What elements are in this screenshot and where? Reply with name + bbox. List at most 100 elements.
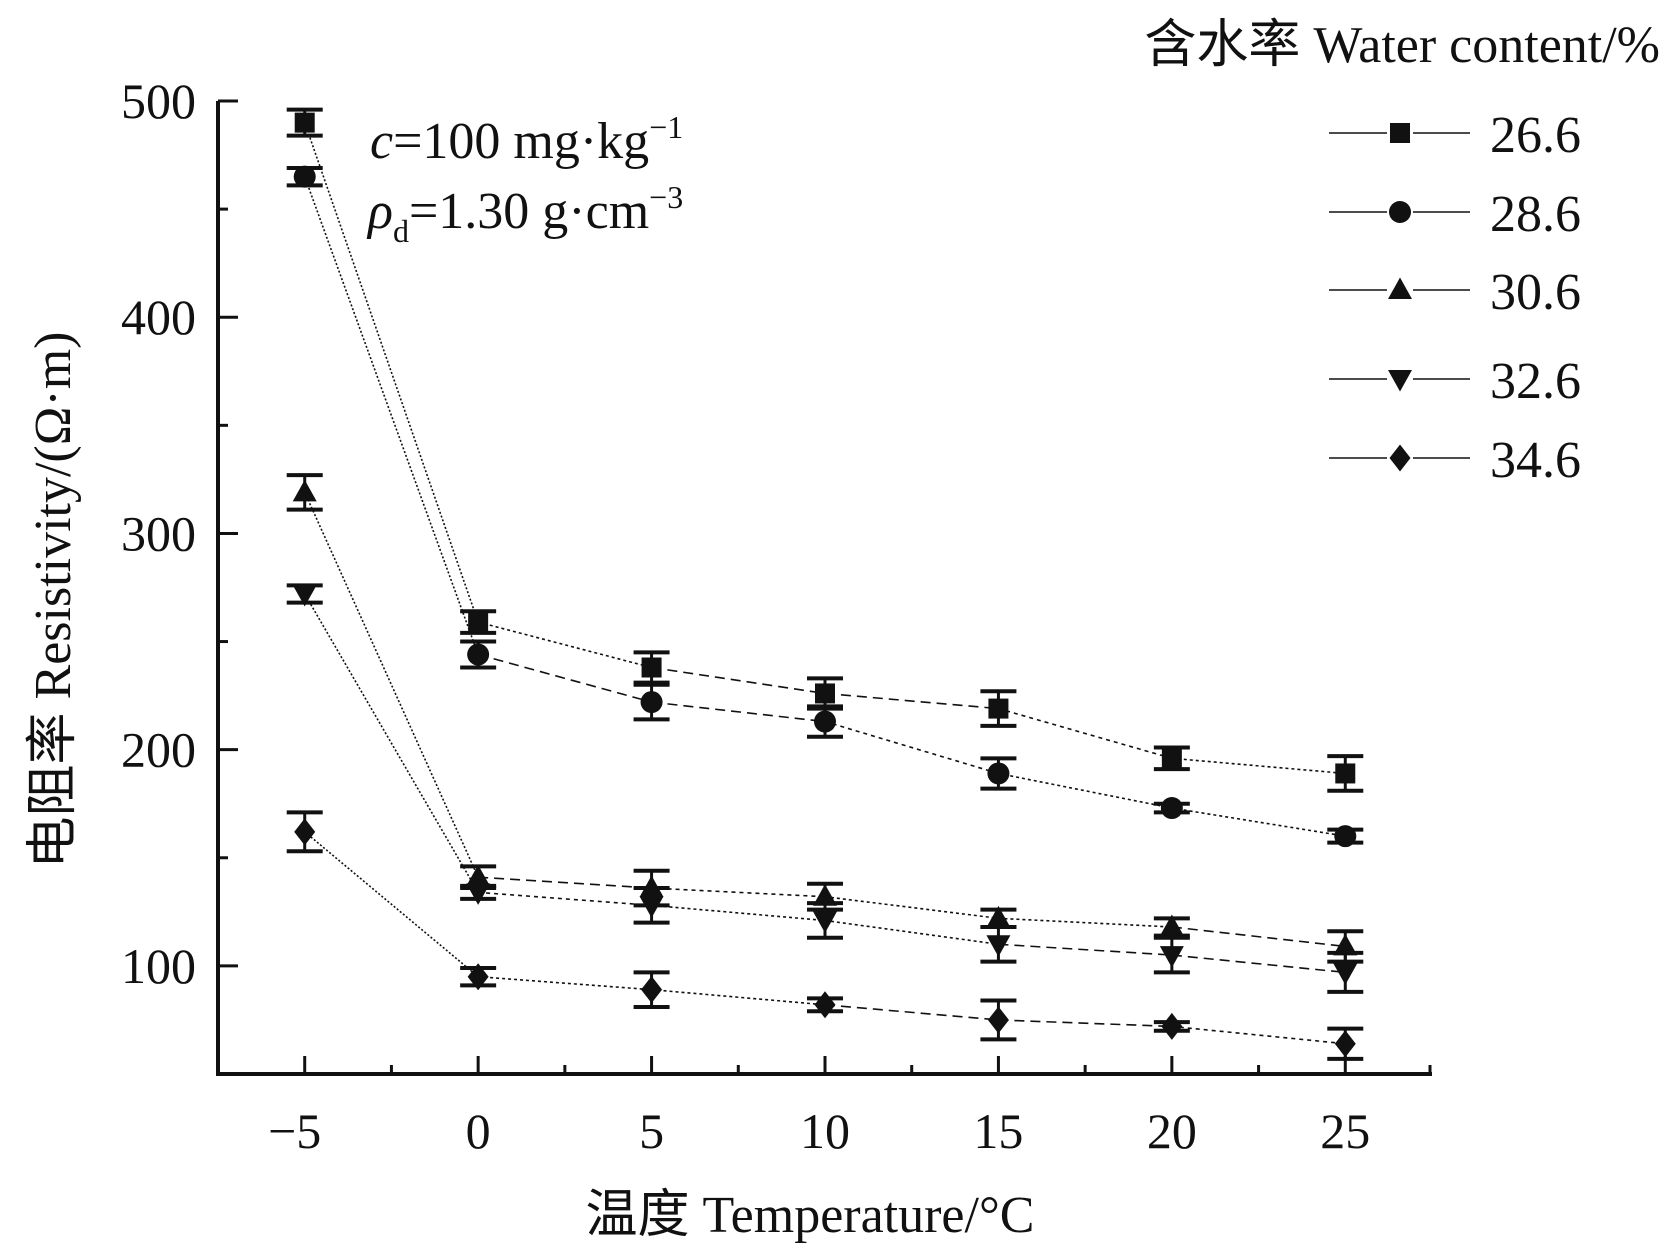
- y-tick-label: 400: [121, 289, 196, 345]
- legend: 26.6 28.6 30.6 32.6 34.6: [1329, 107, 1581, 489]
- legend-label: 28.6: [1490, 186, 1581, 243]
- data-point-triangle-up: [1333, 933, 1358, 956]
- series-line-segment: [824, 692, 999, 710]
- x-tick-label: 10: [800, 1103, 850, 1159]
- series-line-segment: [303, 122, 479, 623]
- series-line-segment: [998, 1019, 1172, 1028]
- data-point-circle: [293, 165, 316, 188]
- series-line-segment: [824, 919, 999, 946]
- annotation-sup-1: −1: [649, 109, 683, 145]
- series-line-segment: [1171, 757, 1346, 775]
- annotation-line-1: c=100 mg·kg−1: [370, 109, 683, 170]
- data-point-circle: [987, 762, 1010, 785]
- data-point-triangle-down: [1159, 946, 1184, 968]
- series-32.6: [286, 583, 1364, 994]
- x-axis-label: 温度 Temperature/°C: [586, 1187, 1035, 1244]
- data-point-square: [1335, 763, 1356, 784]
- data-point-triangle-up: [292, 479, 317, 502]
- x-tick-label: 5: [639, 1103, 664, 1159]
- data-point-square: [294, 112, 315, 133]
- legend-item: 32.6: [1329, 353, 1581, 410]
- data-point-circle: [1160, 797, 1183, 820]
- x-tick-label: −5: [268, 1103, 321, 1159]
- series-line-segment: [477, 621, 652, 669]
- data-point-square: [815, 683, 835, 704]
- data-point-triangle-up: [813, 884, 837, 906]
- annotation-line-2: ρd=1.30 g·cm−3: [366, 179, 683, 249]
- data-point-triangle-down: [639, 896, 664, 918]
- legend-marker-diamond: [1389, 444, 1411, 472]
- data-point-triangle-down: [292, 584, 317, 607]
- series-line-segment: [824, 895, 999, 920]
- series-line-segment: [651, 904, 826, 922]
- legend-marker-square: [1390, 123, 1410, 143]
- series-lines: [303, 122, 1346, 1045]
- y-axis-label: 电阻率 Resistivity/(Ω·m): [25, 332, 82, 869]
- x-tick-label: 0: [466, 1103, 491, 1159]
- data-point-circle: [467, 643, 490, 666]
- legend-marker-triangle-down: [1388, 370, 1412, 392]
- series-line-segment: [651, 701, 826, 723]
- data-point-square: [988, 698, 1009, 719]
- legend-label: 32.6: [1490, 353, 1581, 410]
- x-tick-label: 25: [1320, 1103, 1370, 1159]
- tick-labels: 100 200 300 400 500 −5 0 5 10 15 20 25: [121, 73, 1370, 1159]
- series-marks: [286, 107, 1364, 1061]
- legend-label: 26.6: [1490, 107, 1581, 164]
- data-point-triangle-down: [986, 935, 1011, 957]
- series-line-segment: [478, 891, 652, 907]
- series-line-segment: [478, 975, 652, 991]
- annotation-var-c: c: [370, 113, 393, 170]
- series-line-segment: [478, 876, 652, 889]
- series-line-segment: [651, 666, 826, 695]
- series-line-segment: [303, 492, 479, 878]
- legend-marker-triangle-up: [1388, 277, 1412, 299]
- series-line-segment: [824, 1004, 999, 1021]
- legend-item: 30.6: [1329, 264, 1581, 321]
- x-tick-label: 20: [1147, 1103, 1197, 1159]
- data-point-diamond: [294, 818, 316, 846]
- series-line-segment: [651, 988, 826, 1006]
- series-line-segment: [998, 772, 1173, 809]
- data-point-circle: [640, 691, 663, 714]
- data-point-diamond: [814, 991, 836, 1019]
- x-tick-label: 15: [973, 1103, 1023, 1159]
- annotation-text-2: =1.30 g·cm: [409, 183, 649, 240]
- y-tick-label: 500: [121, 73, 196, 129]
- data-point-triangle-up: [466, 864, 491, 887]
- series-line-segment: [824, 720, 999, 775]
- series-line-segment: [1171, 926, 1346, 948]
- axes: [216, 99, 1432, 1076]
- series-line-segment: [477, 653, 652, 703]
- y-tick-label: 100: [121, 938, 196, 994]
- series-line-segment: [304, 593, 479, 893]
- annotation-var-rho: ρ: [366, 183, 393, 240]
- annotation-sup-2: −3: [649, 179, 683, 215]
- legend-item: 26.6: [1329, 107, 1581, 164]
- annotation: c=100 mg·kg−1 ρd=1.30 g·cm−3: [366, 109, 683, 249]
- series-line-segment: [303, 176, 479, 655]
- data-point-diamond: [641, 976, 663, 1004]
- series-line-segment: [1171, 954, 1346, 974]
- data-point-triangle-up: [986, 905, 1011, 928]
- data-point-circle: [1334, 825, 1357, 848]
- series-line-segment: [304, 831, 479, 978]
- data-point-square: [468, 612, 489, 633]
- legend-item: 28.6: [1329, 186, 1581, 243]
- data-point-triangle-down: [813, 911, 837, 933]
- data-point-diamond: [987, 1006, 1009, 1034]
- data-point-diamond: [467, 963, 489, 991]
- data-point-diamond: [1161, 1012, 1183, 1040]
- y-tick-label: 200: [121, 722, 196, 778]
- data-point-square: [641, 657, 662, 678]
- legend-label: 30.6: [1490, 264, 1581, 321]
- data-point-diamond: [1334, 1030, 1356, 1058]
- legend-marker-circle: [1389, 201, 1411, 223]
- legend-item: 34.6: [1329, 432, 1581, 489]
- series-line-segment: [998, 707, 1173, 760]
- series-line-segment: [998, 943, 1172, 956]
- series-34.6: [286, 810, 1364, 1061]
- annotation-text-1: =100 mg·kg: [393, 113, 649, 170]
- series-line-segment: [1171, 807, 1346, 837]
